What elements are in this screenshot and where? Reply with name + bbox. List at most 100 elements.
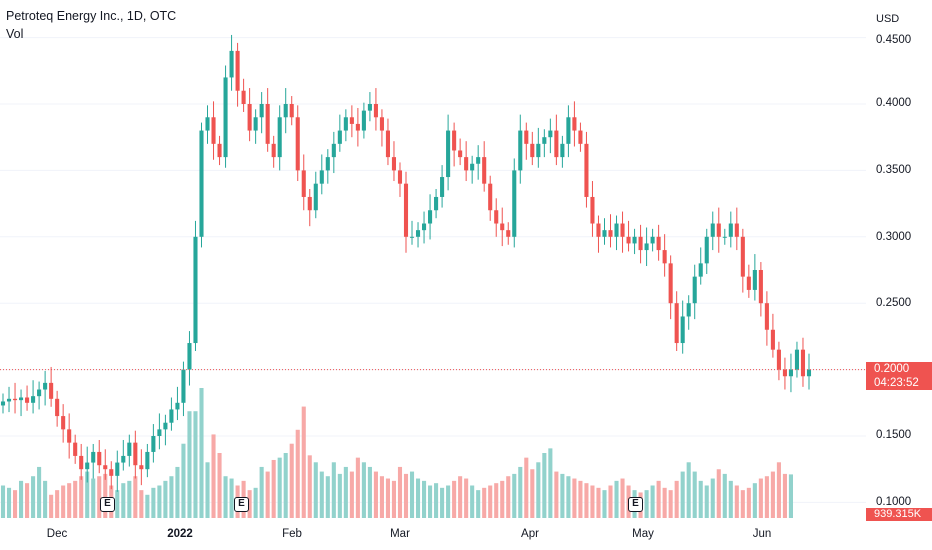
candle-body	[181, 369, 186, 403]
candle-body	[584, 143, 589, 197]
volume-bar	[19, 480, 24, 518]
volume-bar	[548, 448, 553, 518]
candle-body	[247, 104, 252, 131]
candle-body	[403, 183, 409, 237]
volume-bar	[247, 490, 252, 518]
candle-body	[524, 130, 529, 144]
candle-body	[49, 382, 54, 399]
volume-bar	[121, 483, 126, 518]
volume-bar	[440, 487, 445, 518]
candle-body	[343, 117, 348, 131]
candle-body	[385, 130, 391, 158]
volume-bar	[584, 483, 589, 518]
volume-bar	[139, 490, 144, 518]
volume-bar	[512, 473, 517, 518]
candle-body	[428, 210, 433, 224]
volume-bar	[289, 443, 294, 518]
candle-body	[494, 210, 499, 224]
volume-bar	[716, 469, 721, 518]
volume-bar	[415, 478, 421, 518]
volume-bar	[223, 476, 228, 518]
volume-bar	[572, 478, 577, 518]
volume-bar	[6, 487, 12, 518]
volume-bar	[704, 485, 709, 518]
candle-body	[217, 143, 222, 158]
candle-body	[512, 170, 517, 237]
candle-body	[620, 223, 625, 237]
bar-countdown: 04:23:52	[874, 377, 919, 389]
candle-body	[674, 303, 679, 344]
candle-body	[788, 369, 793, 377]
candle-body	[764, 303, 769, 330]
volume-bar	[337, 473, 342, 518]
volume-bar	[746, 487, 751, 518]
volume-bar	[770, 471, 775, 518]
time-label-apr: Apr	[521, 528, 539, 540]
volume-bar	[85, 471, 90, 518]
candle-body	[506, 230, 511, 237]
candle-body	[776, 349, 781, 370]
price-tick-0400: 0.4000	[876, 97, 912, 109]
volume-bar	[421, 480, 427, 518]
candle-body	[103, 465, 108, 470]
candle-body	[379, 117, 384, 131]
candle-body	[638, 236, 643, 251]
volume-bar	[277, 457, 282, 518]
candle-body	[265, 104, 270, 144]
volume-bar	[656, 480, 661, 518]
price-tick-0250: 0.2500	[876, 297, 912, 309]
candle-body	[67, 429, 72, 443]
price-tick-0100: 0.1000	[876, 496, 912, 508]
volume-bar	[614, 480, 619, 518]
candle-body	[644, 243, 649, 251]
volume-bar	[446, 485, 451, 518]
volume-bar	[752, 483, 757, 518]
candle-body	[476, 157, 481, 164]
candle-body	[452, 130, 457, 151]
price-tick-0150: 0.1500	[876, 429, 912, 441]
candle-body	[566, 117, 571, 144]
volume-bar	[530, 469, 535, 518]
candle-body	[19, 397, 24, 401]
volume-bar	[452, 480, 457, 518]
candle-body	[187, 343, 192, 370]
earnings-marker[interactable]: E	[628, 497, 643, 512]
volume-bar	[524, 457, 529, 518]
candle-body	[409, 236, 415, 238]
candle-body	[31, 396, 36, 403]
candle-body	[229, 50, 234, 78]
symbol-title[interactable]: Petroteq Energy Inc., 1D, OTC	[6, 9, 177, 23]
volume-bar	[608, 485, 613, 518]
volume-bar	[283, 453, 288, 518]
candle-body	[223, 77, 228, 158]
candle-body	[307, 196, 312, 211]
volume-bar	[265, 471, 270, 518]
candle-body	[782, 369, 787, 377]
volume-bar	[379, 476, 384, 518]
volume-bar	[49, 494, 54, 518]
volume-legend-label[interactable]: Vol	[6, 27, 24, 41]
volume-bar	[554, 471, 559, 518]
candle-body	[806, 369, 812, 377]
earnings-marker[interactable]: E	[100, 497, 115, 512]
volume-bar	[662, 487, 667, 518]
candle-body	[608, 230, 613, 237]
volume-bar	[650, 485, 655, 518]
volume-bar	[578, 480, 583, 518]
earnings-marker[interactable]: E	[234, 497, 249, 512]
volume-bar	[788, 474, 793, 518]
candle-body	[313, 183, 318, 211]
volume-bar	[361, 462, 366, 518]
volume-bar	[205, 462, 210, 518]
volume-bar	[494, 483, 499, 518]
candle-body	[193, 236, 198, 344]
volume-bar	[211, 434, 216, 518]
candle-body	[139, 465, 144, 470]
candle-body	[355, 123, 360, 131]
volume-bar	[127, 480, 132, 518]
volume-bar	[151, 487, 156, 518]
candle-body	[349, 117, 354, 124]
candle-body	[680, 316, 685, 344]
candle-body	[55, 398, 60, 417]
